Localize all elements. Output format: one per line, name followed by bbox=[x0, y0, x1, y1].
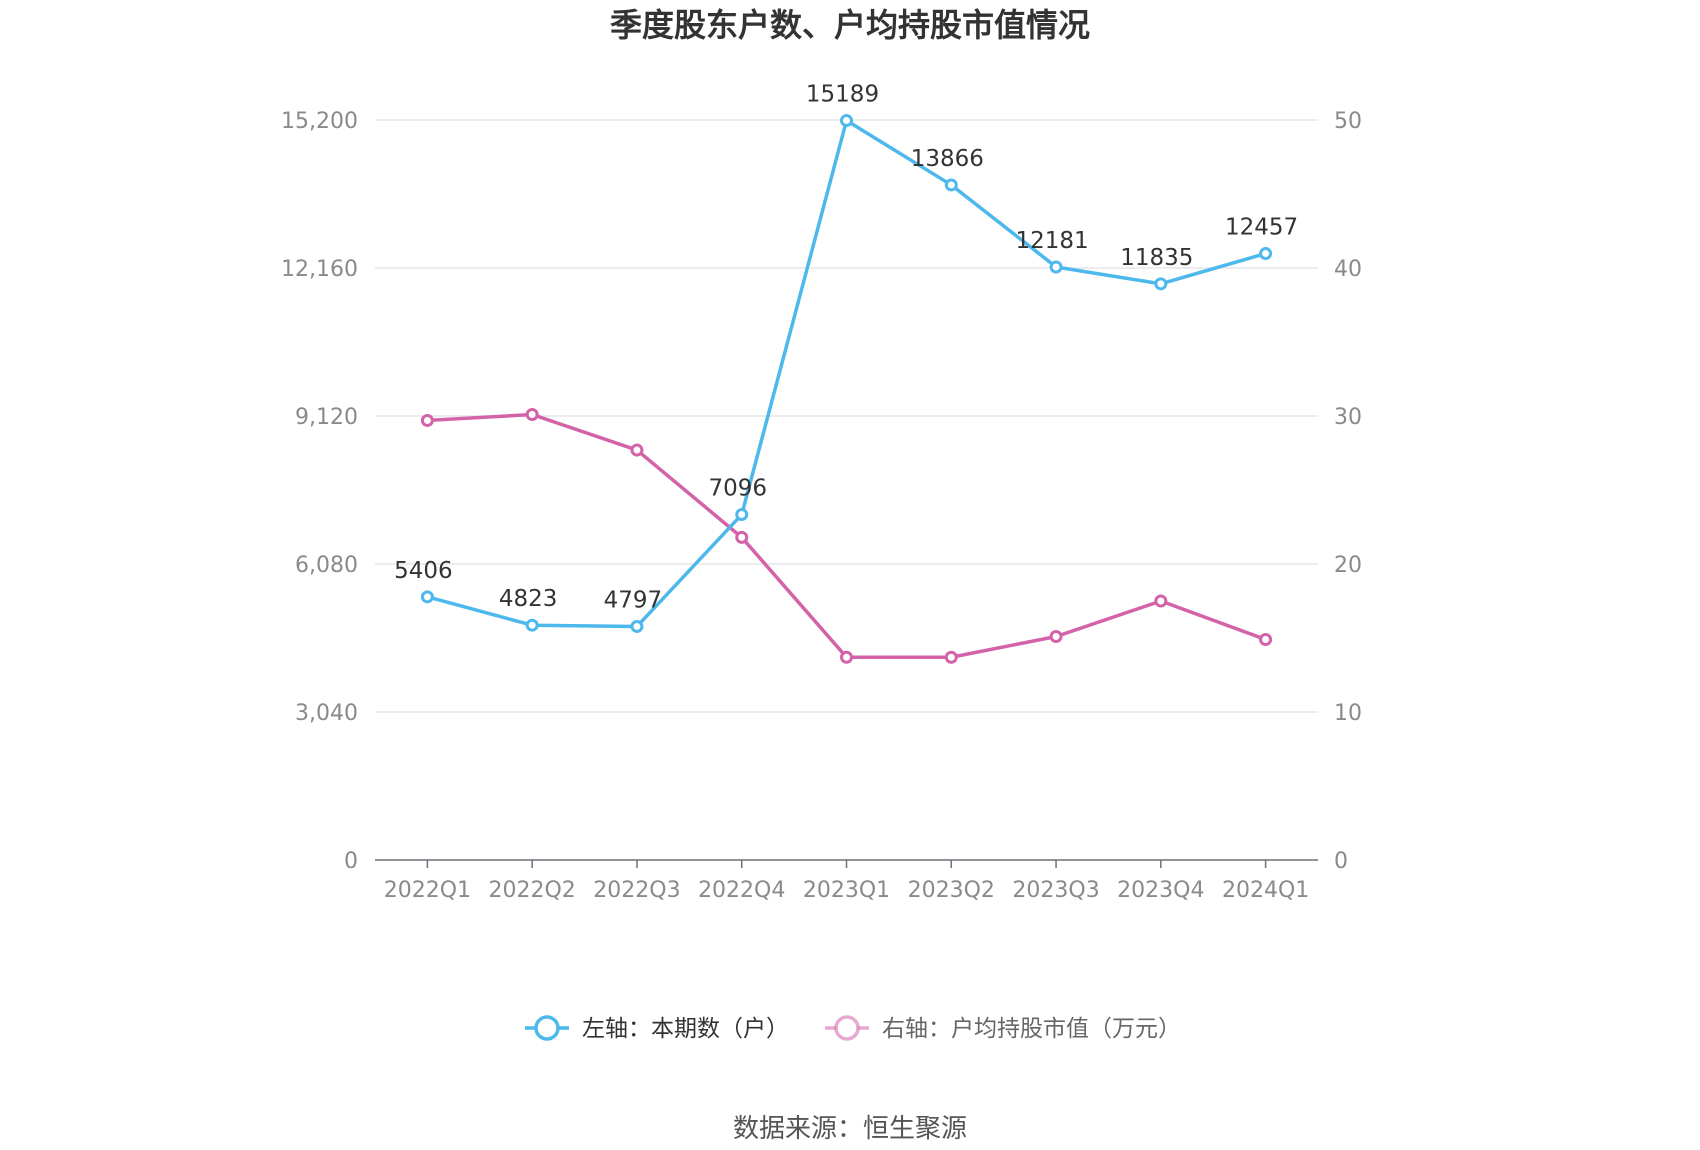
data-label: 5406 bbox=[394, 558, 453, 584]
data-label: 12181 bbox=[1015, 228, 1088, 254]
data-point[interactable] bbox=[840, 114, 853, 128]
data-point[interactable] bbox=[1259, 247, 1273, 261]
left-axis-ticks: 0 3,040 6,080 9,120 12,160 15,200 bbox=[281, 109, 358, 874]
x-tick-label: 2022Q2 bbox=[489, 878, 576, 903]
legend-item[interactable]: 左轴：本期数（户） bbox=[525, 1015, 789, 1042]
data-point[interactable] bbox=[735, 508, 749, 522]
data-label: 12457 bbox=[1225, 215, 1298, 241]
left-tick-label: 9,120 bbox=[295, 405, 358, 430]
chart-title: 季度股东户数、户均持股市值情况 bbox=[610, 6, 1090, 44]
data-point[interactable] bbox=[420, 413, 434, 427]
data-label: 4797 bbox=[604, 587, 663, 613]
data-point[interactable] bbox=[1049, 630, 1063, 644]
right-tick-label: 0 bbox=[1334, 849, 1348, 874]
data-point[interactable] bbox=[525, 618, 539, 632]
right-tick-label: 20 bbox=[1334, 553, 1362, 578]
series-line bbox=[426, 118, 1267, 629]
legend[interactable]: 左轴：本期数（户） 右轴：户均持股市值（万元） bbox=[525, 1015, 1181, 1042]
data-label: 7096 bbox=[708, 476, 767, 502]
data-point[interactable] bbox=[1049, 260, 1063, 274]
x-tick-label: 2022Q3 bbox=[593, 878, 680, 903]
legend-marker-icon bbox=[834, 1015, 860, 1041]
left-tick-label: 6,080 bbox=[295, 553, 358, 578]
data-label: 11835 bbox=[1120, 245, 1193, 271]
data-point[interactable] bbox=[1259, 632, 1273, 646]
x-tick-label: 2024Q1 bbox=[1222, 878, 1309, 903]
legend-label: 左轴：本期数（户） bbox=[582, 1016, 789, 1042]
data-label: 4823 bbox=[499, 586, 558, 612]
data-point[interactable] bbox=[944, 650, 958, 664]
right-axis-ticks: 0 10 20 30 40 50 bbox=[1334, 109, 1362, 874]
x-tick-label: 2022Q1 bbox=[384, 878, 471, 903]
right-tick-label: 10 bbox=[1334, 701, 1362, 726]
x-tick-label: 2023Q4 bbox=[1117, 878, 1204, 903]
right-tick-label: 50 bbox=[1334, 109, 1362, 134]
legend-item[interactable]: 右轴：户均持股市值（万元） bbox=[825, 1015, 1181, 1042]
data-label: 13866 bbox=[911, 146, 984, 172]
x-axis: 2022Q1 2022Q2 2022Q3 2022Q4 2023Q1 2023Q2 2023… bbox=[375, 859, 1318, 903]
right-tick-label: 40 bbox=[1334, 257, 1362, 282]
left-tick-label: 12,160 bbox=[281, 257, 358, 282]
legend-marker-icon bbox=[534, 1015, 560, 1041]
left-tick-label: 15,200 bbox=[281, 109, 358, 134]
series bbox=[420, 114, 1273, 664]
data-point[interactable] bbox=[630, 619, 644, 633]
x-tick-label: 2023Q2 bbox=[908, 878, 995, 903]
x-tick-label: 2022Q4 bbox=[698, 878, 785, 903]
right-tick-label: 30 bbox=[1334, 405, 1362, 430]
legend-label: 右轴：户均持股市值（万元） bbox=[882, 1016, 1181, 1042]
data-point[interactable] bbox=[525, 408, 539, 422]
data-point[interactable] bbox=[1154, 594, 1168, 608]
left-tick-label: 0 bbox=[344, 849, 358, 874]
series-line bbox=[427, 412, 1267, 659]
data-point[interactable] bbox=[420, 590, 434, 604]
data-point[interactable] bbox=[735, 530, 749, 544]
left-tick-label: 3,040 bbox=[295, 701, 358, 726]
source-note: 数据来源：恒生聚源 bbox=[733, 1114, 967, 1144]
data-point[interactable] bbox=[630, 443, 644, 457]
data-point[interactable] bbox=[944, 178, 958, 192]
data-point[interactable] bbox=[1154, 277, 1168, 291]
x-tick-label: 2023Q1 bbox=[803, 878, 890, 903]
x-tick-label: 2023Q3 bbox=[1012, 878, 1099, 903]
data-labels: 5406 4823 4797 7096 15189 13866 12181 11835 1245… bbox=[394, 82, 1298, 614]
data-label: 15189 bbox=[806, 82, 879, 108]
data-point[interactable] bbox=[840, 650, 853, 664]
